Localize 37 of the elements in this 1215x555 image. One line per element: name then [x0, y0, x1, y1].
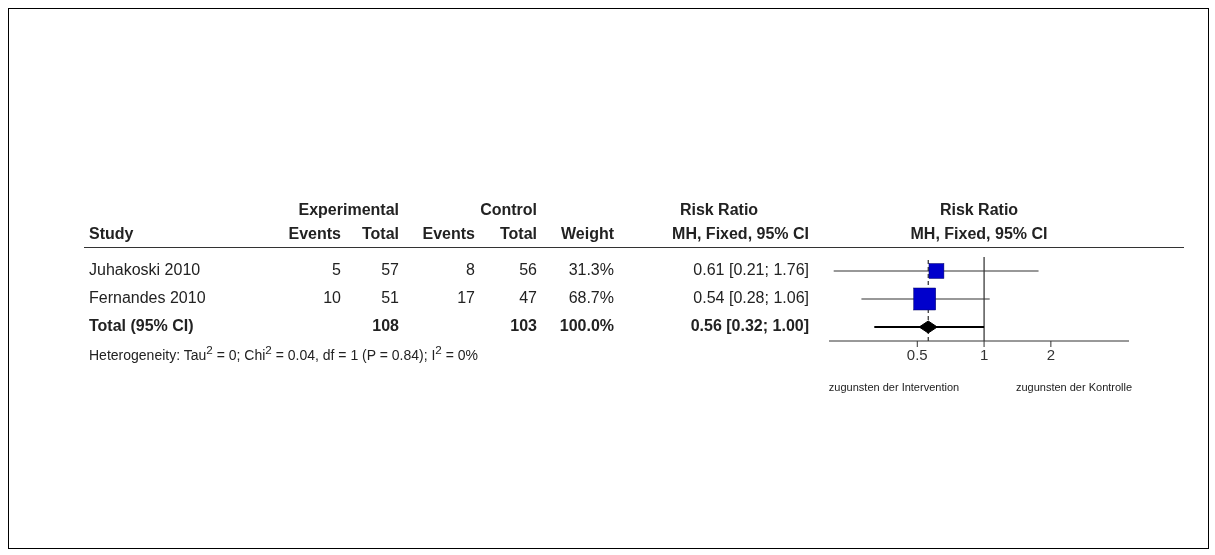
data-label: 103: [510, 317, 537, 334]
data-label: 47: [519, 289, 537, 306]
text: Weight: [560, 225, 614, 242]
data-label: 0.61 [0.21; 1.76]: [692, 261, 809, 279]
category-label: Fernandes 2010: [89, 289, 206, 307]
text: MH, Fixed, 95% CI: [671, 225, 809, 243]
data-label: 108: [371, 317, 399, 335]
text: Total: [361, 225, 399, 242]
data-label: 68.7%: [568, 289, 614, 306]
data-label: 0.56 [0.32; 1.00]: [689, 317, 809, 335]
text: zugunsten der Intervention: [827, 381, 961, 393]
data-label: 56: [519, 261, 537, 278]
data-label: 5: [332, 261, 341, 278]
data-label: 51: [381, 289, 399, 306]
text: Risk Ratio: [678, 201, 760, 219]
data-label: 10: [323, 289, 341, 306]
data-label: 31.3%: [568, 261, 614, 278]
text: Control: [479, 201, 537, 219]
text: Events: [287, 225, 341, 243]
chart-subtitle: MH, Fixed, 95% CI: [909, 225, 1049, 243]
chart-title: Risk Ratio: [938, 201, 1020, 219]
text: Events: [422, 225, 475, 242]
data-label: 100.0%: [559, 317, 614, 334]
text: Experimental: [297, 201, 399, 219]
text: Study: [89, 225, 134, 243]
category-label: Total (95% CI): [89, 317, 194, 335]
data-label: 0.54 [0.28; 1.06]: [692, 289, 809, 307]
x-tick-label: 0.5: [906, 345, 928, 363]
data-label: 17: [457, 289, 475, 306]
category-label: Juhakoski 2010: [89, 261, 201, 279]
text: Total: [499, 225, 537, 242]
data-label: 57: [381, 261, 399, 278]
x-tick-label: 2: [1046, 345, 1056, 363]
data-label: 8: [466, 261, 475, 278]
text: Heterogeneity: Tau$^{2}$ = 0; Chi$^{2}$ = 0.04, df = 1 (P = 0.84); I$^{2}$ = 0%: [89, 343, 479, 363]
text: zugunsten der Kontrolle: [1014, 381, 1134, 393]
x-tick-label: 1: [979, 345, 989, 363]
